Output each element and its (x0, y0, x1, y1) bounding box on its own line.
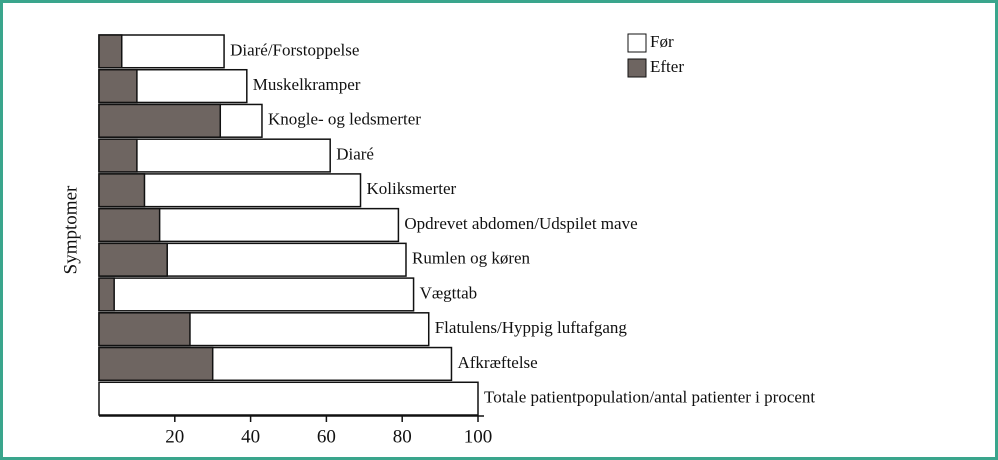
bar (98, 207, 161, 243)
bar (98, 242, 168, 277)
bar (98, 346, 214, 382)
category-label: Vægttab (420, 283, 478, 302)
category-label: Flatulens/Hyppig luftafgang (435, 318, 628, 337)
bar (98, 68, 138, 104)
category-label: Knogle- og ledsmerter (268, 110, 421, 129)
bar (98, 312, 191, 347)
category-label: Diaré (336, 144, 374, 163)
x-tick-label: 80 (393, 426, 412, 447)
category-label: Afkræftelse (457, 353, 537, 372)
legend-label: Før (650, 32, 674, 51)
category-label: Rumlen og køren (412, 249, 531, 268)
category-label: Totale patientpopulation/antal patienter… (484, 388, 815, 407)
bar (98, 138, 138, 173)
legend-swatch (627, 33, 647, 53)
category-label: Opdrevet abdomen/Udspilet mave (404, 214, 637, 233)
y-axis-label: Symptomer (60, 185, 81, 274)
x-tick-label: 60 (317, 426, 336, 447)
x-tick-label: 20 (165, 426, 184, 447)
category-label: Koliksmerter (367, 179, 457, 198)
bar (98, 277, 415, 312)
bar (98, 34, 123, 69)
bar (98, 103, 222, 138)
legend-label: Efter (650, 57, 684, 76)
legend-swatch (627, 58, 647, 78)
x-tick-label: 100 (464, 426, 493, 447)
category-label: Muskelkramper (253, 75, 361, 94)
bar (98, 381, 479, 416)
category-label: Diaré/Forstoppelse (230, 40, 359, 59)
x-tick-label: 40 (241, 426, 260, 447)
bar (98, 173, 146, 208)
bar (98, 277, 115, 312)
